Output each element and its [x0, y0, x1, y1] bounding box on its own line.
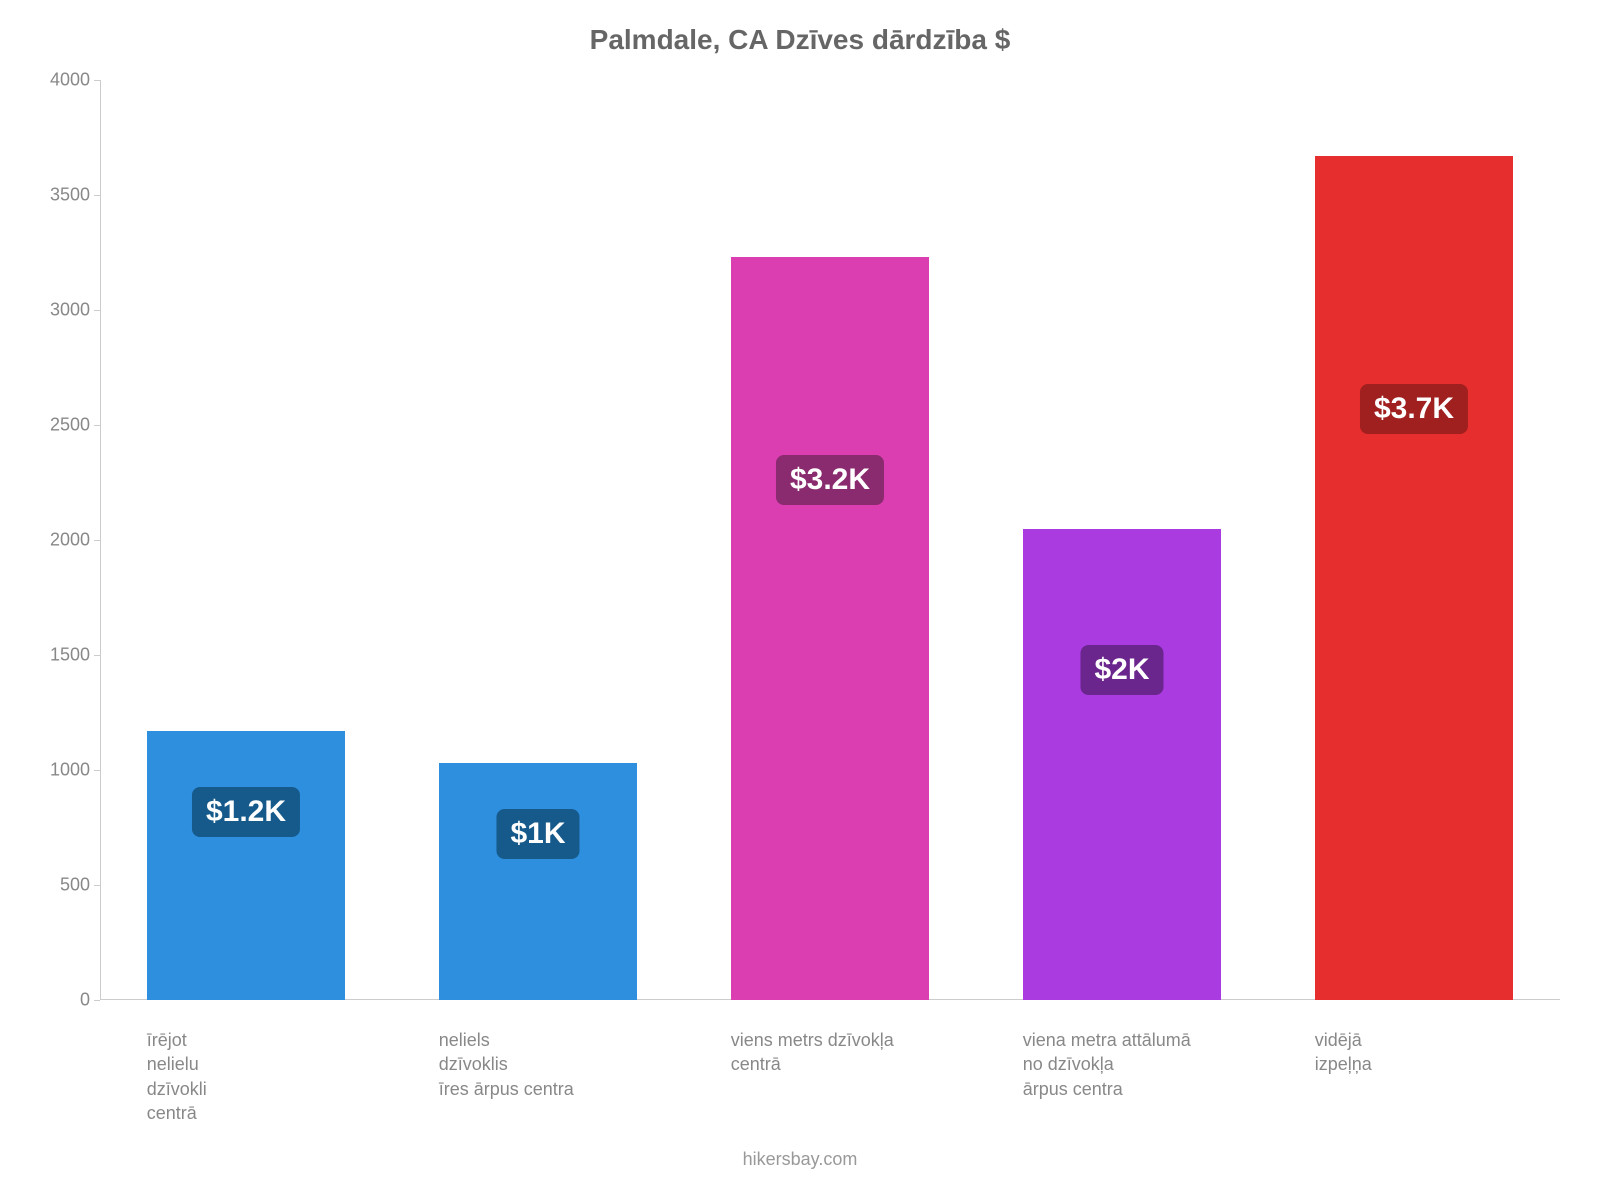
- y-tick-label: 2500: [50, 415, 90, 436]
- bar: [1023, 529, 1222, 1001]
- chart-container: Palmdale, CA Dzīves dārdzība $ 050010001…: [0, 0, 1600, 1200]
- y-tick-label: 3500: [50, 185, 90, 206]
- bar-value-label: $2K: [1080, 645, 1163, 695]
- y-axis-line: [100, 80, 101, 1000]
- y-tick-mark: [94, 310, 100, 311]
- bar: [147, 731, 346, 1000]
- y-tick-label: 3000: [50, 300, 90, 321]
- bar: [1315, 156, 1514, 1000]
- y-tick-label: 4000: [50, 70, 90, 91]
- y-tick-mark: [94, 770, 100, 771]
- bar: [731, 257, 930, 1000]
- x-category-label: vidējā izpeļņa: [1315, 1028, 1600, 1077]
- y-tick-label: 500: [60, 875, 90, 896]
- y-tick-mark: [94, 425, 100, 426]
- bar-value-label: $1.2K: [192, 787, 300, 837]
- x-category-label: viena metra attālumā no dzīvokļa ārpus c…: [1023, 1028, 1315, 1101]
- bar: [439, 763, 638, 1000]
- y-tick-mark: [94, 80, 100, 81]
- y-tick-mark: [94, 885, 100, 886]
- chart-footer: hikersbay.com: [0, 1149, 1600, 1170]
- y-tick-label: 0: [80, 990, 90, 1011]
- bar-value-label: $3.7K: [1360, 384, 1468, 434]
- bar-value-label: $3.2K: [776, 455, 884, 505]
- chart-title: Palmdale, CA Dzīves dārdzība $: [0, 24, 1600, 56]
- y-tick-mark: [94, 1000, 100, 1001]
- bar-value-label: $1K: [496, 809, 579, 859]
- y-tick-label: 2000: [50, 530, 90, 551]
- y-tick-mark: [94, 540, 100, 541]
- x-category-label: viens metrs dzīvokļa centrā: [731, 1028, 1023, 1077]
- y-tick-label: 1000: [50, 760, 90, 781]
- y-tick-mark: [94, 195, 100, 196]
- x-category-label: neliels dzīvoklis īres ārpus centra: [439, 1028, 731, 1101]
- y-tick-mark: [94, 655, 100, 656]
- y-tick-label: 1500: [50, 645, 90, 666]
- plot-area: 05001000150020002500300035004000$1.2Kīrē…: [100, 80, 1560, 1000]
- x-category-label: īrējot nelielu dzīvokli centrā: [147, 1028, 439, 1125]
